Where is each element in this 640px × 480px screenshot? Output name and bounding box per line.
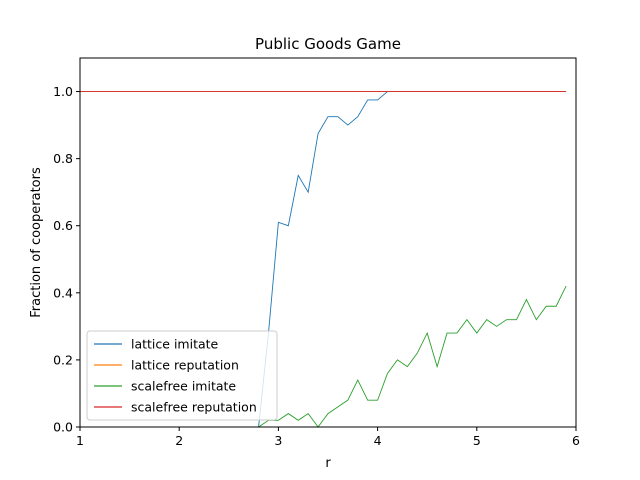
legend-label-lattice-reputation: lattice reputation — [131, 358, 239, 373]
x-tick-label: 1 — [76, 433, 84, 448]
y-tick-label: 0.2 — [53, 352, 73, 367]
x-tick-label: 6 — [572, 433, 580, 448]
y-tick-label: 0.4 — [53, 285, 73, 300]
y-tick-label: 1.0 — [53, 84, 73, 99]
legend-label-lattice-imitate: lattice imitate — [131, 337, 219, 352]
y-tick-label: 0.6 — [53, 218, 73, 233]
x-tick-label: 5 — [473, 433, 481, 448]
x-tick-label: 4 — [374, 433, 382, 448]
legend: lattice imitate lattice reputation scalefr… — [86, 330, 278, 421]
x-axis: 1 2 3 4 5 6 — [76, 427, 580, 448]
x-tick-label: 2 — [175, 433, 183, 448]
x-axis-label: r — [325, 456, 331, 471]
plot-frame — [79, 57, 577, 428]
y-axis: 0.0 0.2 0.4 0.6 0.8 1.0 — [53, 84, 80, 435]
legend-box — [86, 330, 278, 421]
x-tick-label: 3 — [274, 433, 282, 448]
y-tick-label: 0.8 — [53, 151, 73, 166]
y-tick-label: 0.0 — [53, 420, 73, 435]
y-axis-label: Fraction of cooperators — [29, 167, 44, 318]
legend-label-scalefree-reputation: scalefree reputation — [131, 400, 257, 415]
chart-title: Public Goods Game — [255, 35, 401, 53]
legend-label-scalefree-imitate: scalefree imitate — [131, 379, 236, 394]
